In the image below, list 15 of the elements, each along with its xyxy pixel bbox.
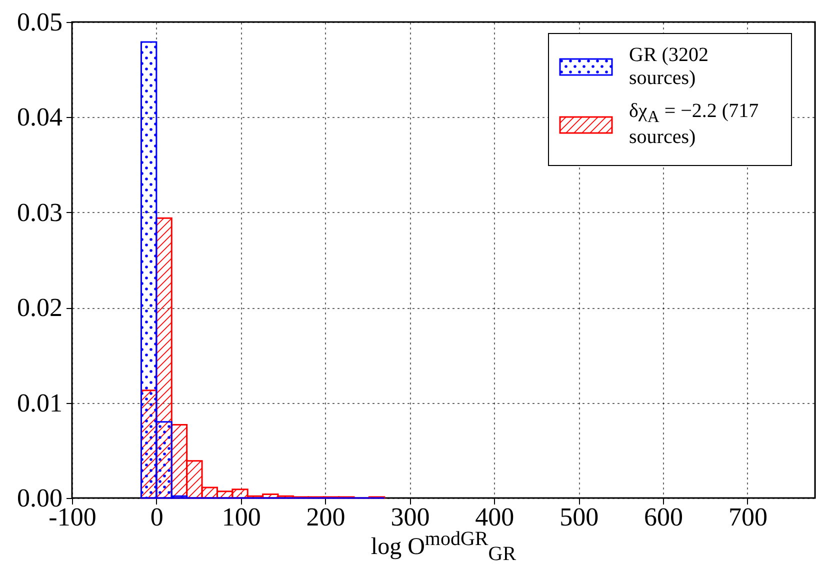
y-tick-label: 0.05 [17, 8, 62, 36]
x-tick-label: 100 [222, 502, 261, 532]
x-tick-label: 500 [560, 502, 599, 532]
y-tick-label: 0.03 [17, 198, 62, 227]
x-tick-label: 600 [644, 502, 684, 532]
y-tick-label: 0.01 [17, 388, 62, 418]
x-tick-label: 200 [306, 502, 346, 532]
x-tick-label: 0 [150, 502, 164, 532]
x-tick-label: 400 [475, 502, 514, 532]
y-tick-label: 0.02 [17, 293, 62, 322]
x-tick-label: 700 [728, 502, 768, 532]
y-tick-label: 0.04 [17, 102, 62, 132]
legend-label: GR (3202 sources) [629, 44, 710, 90]
x-tick-label: 300 [390, 502, 430, 532]
legend-label: δχ$_{A}$ = −2.2 (717 sources) [629, 100, 760, 150]
